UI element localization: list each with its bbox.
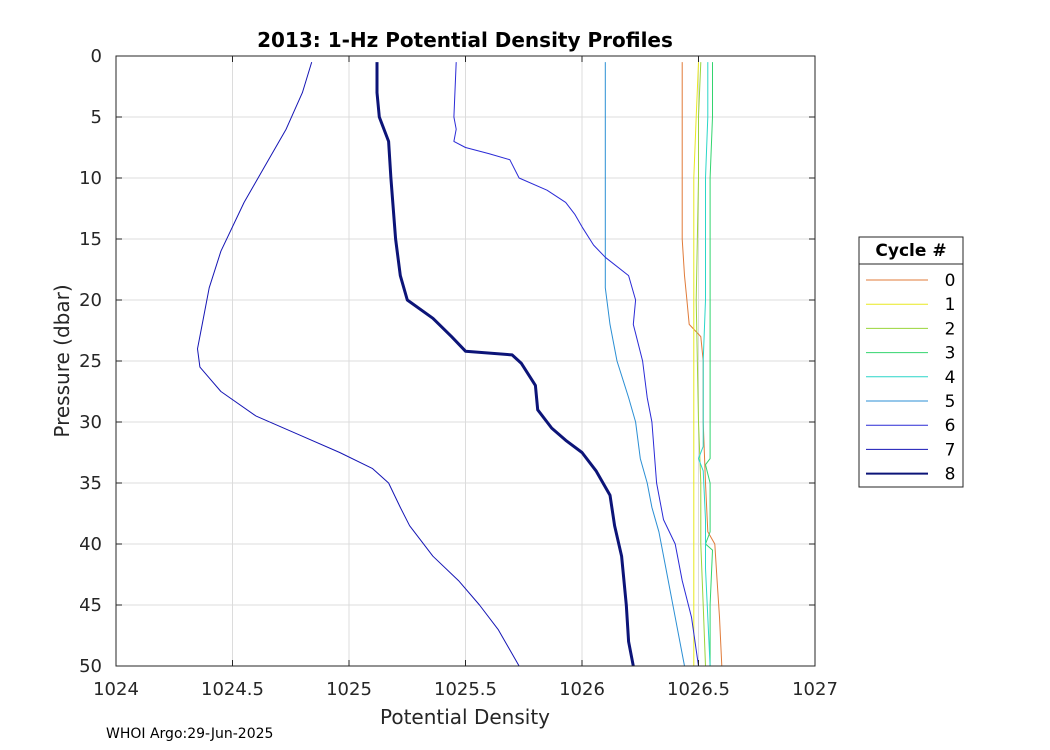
legend-label-cycle-3: 3	[945, 344, 956, 364]
series-line-cycle-6	[453, 62, 699, 667]
footer-note: WHOI Argo:29-Jun-2025	[106, 726, 274, 742]
y-tick-label: 15	[79, 229, 102, 250]
series-line-cycle-8	[375, 62, 635, 667]
x-tick-label: 1025.5	[434, 679, 497, 700]
legend-label-cycle-5: 5	[945, 392, 956, 412]
y-tick-label: 25	[79, 351, 102, 372]
y-tick-label: 45	[79, 595, 102, 616]
legend-label-cycle-8: 8	[945, 465, 956, 485]
legend: Cycle # 0 1 2 3 4 5 6 7 8	[858, 236, 964, 488]
series-line-cycle-4	[698, 62, 711, 667]
series-line-cycle-7	[197, 61, 520, 667]
x-tick-label: 1024.5	[201, 679, 264, 700]
series-line-cycle-3	[705, 62, 713, 666]
y-tick-label: 30	[79, 412, 102, 433]
x-axis-ticks: 1024 1024.5 1025 1025.5 1026 1026.5 1027	[93, 56, 838, 700]
series-line-cycle-1	[693, 62, 699, 666]
x-tick-label: 1027	[792, 679, 838, 700]
legend-label-cycle-1: 1	[945, 295, 956, 315]
chart-title: 2013: 1-Hz Potential Density Profiles	[257, 28, 673, 52]
series-line-cycle-5	[604, 62, 685, 667]
legend-label-cycle-2: 2	[945, 319, 956, 339]
y-tick-label: 5	[91, 107, 102, 128]
legend-box	[858, 236, 964, 488]
x-tick-label: 1024	[93, 679, 139, 700]
legend-label-cycle-4: 4	[945, 368, 956, 388]
legend-label-cycle-0: 0	[945, 271, 956, 291]
x-axis-label: Potential Density	[380, 705, 550, 729]
y-tick-label: 50	[79, 656, 102, 677]
y-axis-ticks: 0 5 10 15 20 25 30 35 40 45 50	[79, 46, 815, 677]
legend-label-cycle-6: 6	[945, 416, 956, 436]
x-tick-label: 1025	[326, 679, 372, 700]
legend-items: 0 1 2 3 4 5 6 7 8	[866, 271, 955, 485]
legend-label-cycle-7: 7	[945, 440, 956, 460]
y-tick-label: 20	[79, 290, 102, 311]
plot-lines	[197, 61, 723, 667]
y-tick-label: 40	[79, 534, 102, 555]
y-axis-label: Pressure (dbar)	[50, 284, 74, 437]
x-tick-label: 1026	[559, 679, 605, 700]
series-line-cycle-0	[681, 62, 723, 667]
legend-title: Cycle #	[875, 241, 946, 261]
y-tick-label: 10	[79, 168, 102, 189]
x-tick-label: 1026.5	[667, 679, 730, 700]
y-tick-label: 0	[91, 46, 102, 67]
series-line-cycle-2	[695, 62, 706, 667]
y-tick-label: 35	[79, 473, 102, 494]
